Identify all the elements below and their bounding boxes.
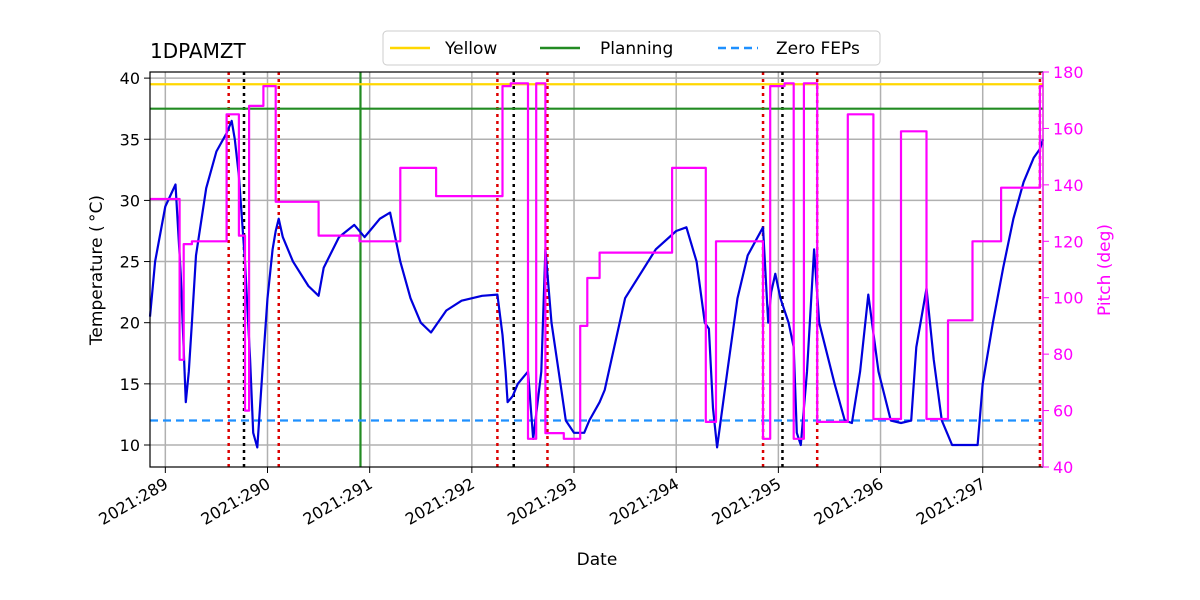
y-left-tick-label: 10 [120, 436, 140, 455]
y-axis-left-title: Temperature ( °C) [87, 195, 107, 346]
legend: Yellow Planning Zero FEPs [382, 30, 881, 66]
legend-label: Yellow [444, 39, 497, 59]
y-right-tick-label: 40 [1053, 458, 1073, 477]
legend-box [382, 30, 881, 66]
grid-lines [150, 72, 1043, 467]
legend-label: Planning [600, 39, 673, 59]
y-axis-right-title: Pitch (deg) [1095, 224, 1115, 316]
y-right-tick-label: 120 [1053, 232, 1084, 251]
y-right-tick-label: 100 [1053, 289, 1084, 308]
y-left-tick-label: 15 [120, 375, 140, 394]
y-left-tick-label: 30 [120, 191, 140, 210]
y-right-tick-label: 180 [1053, 63, 1084, 82]
y-right-tick-label: 140 [1053, 176, 1084, 195]
y-right-tick-label: 80 [1053, 345, 1073, 364]
chart-title: 1DPAMZT [150, 39, 247, 63]
legend-label: Zero FEPs [776, 39, 860, 59]
axis-ticks [144, 71, 1049, 473]
y-left-tick-label: 40 [120, 69, 140, 88]
series-temperature [148, 119, 1045, 449]
data-series [148, 82, 1045, 449]
x-axis-title: Date [577, 550, 618, 570]
y-left-tick-label: 25 [120, 253, 140, 272]
series-pitch [150, 82, 1043, 440]
y-right-tick-label: 60 [1053, 402, 1073, 421]
y-right-tick-label: 160 [1053, 119, 1084, 138]
y-left-tick-label: 20 [120, 314, 140, 333]
y-left-tick-label: 35 [120, 130, 140, 149]
